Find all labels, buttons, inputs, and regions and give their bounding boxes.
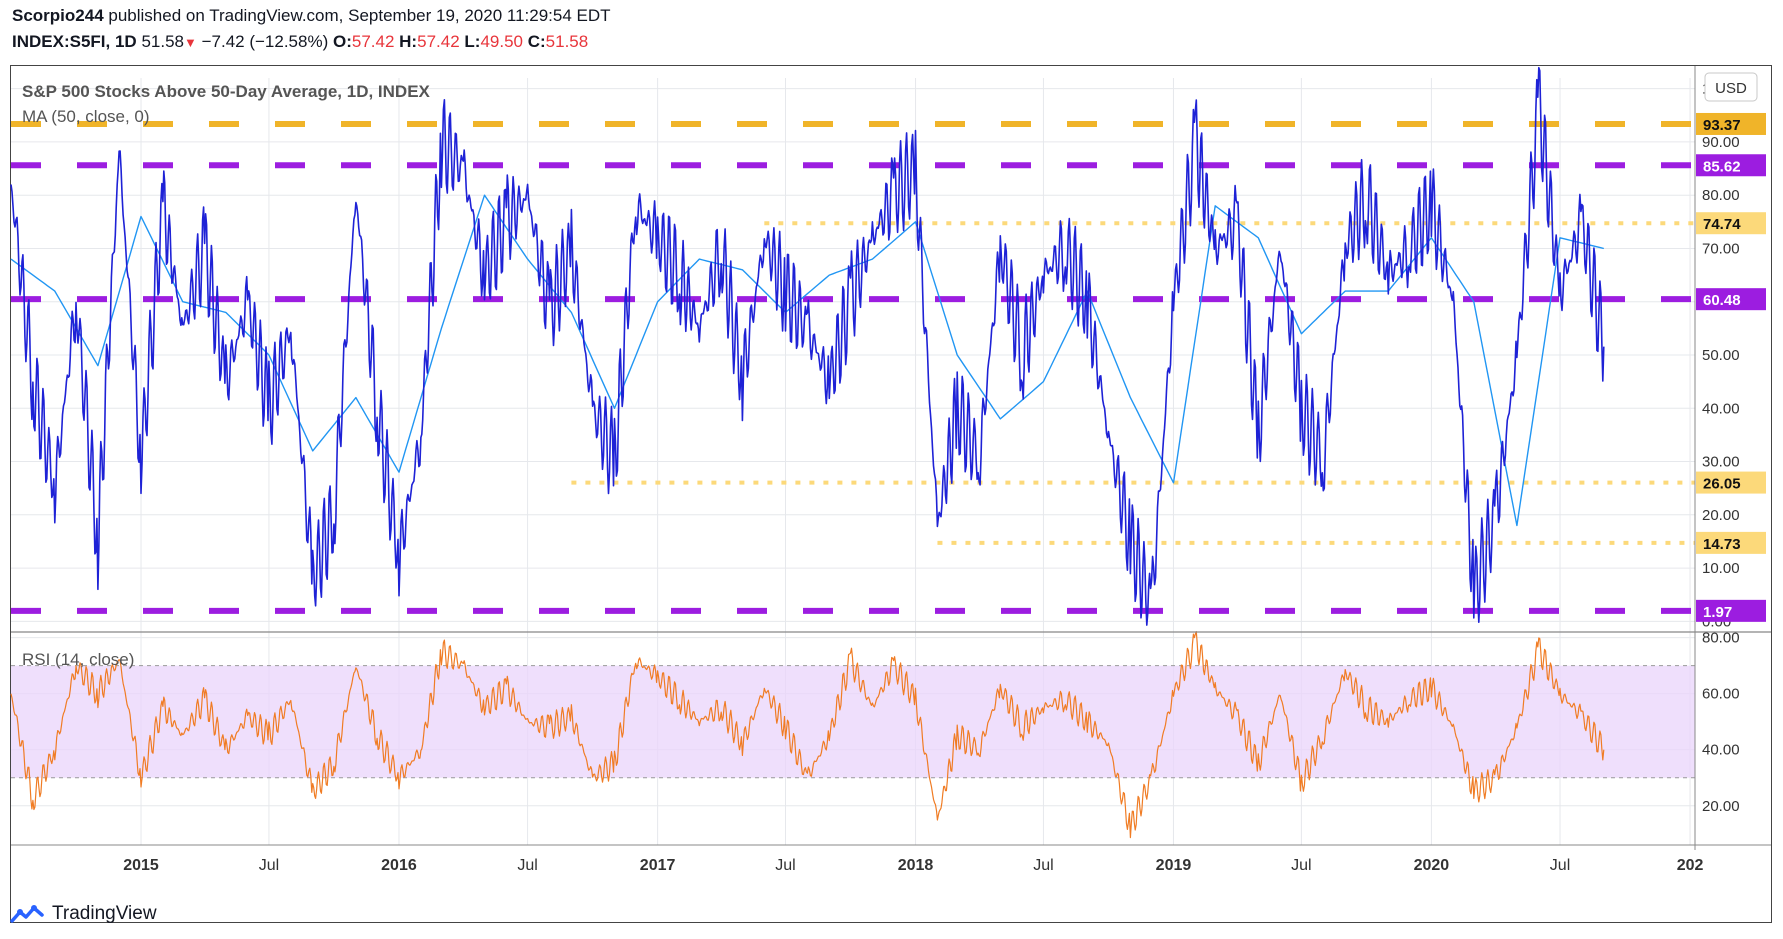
reference-tag-label: 1.97 [1703, 604, 1732, 621]
footer-brand[interactable]: TradingView [10, 903, 157, 925]
time-tick-label: 2015 [123, 857, 159, 874]
time-tick-label: Jul [1291, 857, 1311, 874]
rsi-tick-label: 80.00 [1702, 630, 1740, 647]
rsi-tick-label: 20.00 [1702, 798, 1740, 815]
high-label: H: [399, 32, 418, 51]
reference-tag-bg [1696, 471, 1766, 494]
price-tick-label: 10.00 [1702, 560, 1740, 577]
time-tick-label: Jul [259, 857, 279, 874]
price-tick-label: 70.00 [1702, 240, 1740, 257]
reference-price-tag: 14.73 [1696, 531, 1766, 554]
reference-tag-bg [1696, 288, 1766, 311]
reference-tag-label: 14.73 [1703, 536, 1741, 553]
main-pane-title: S&P 500 Stocks Above 50-Day Average, 1D,… [22, 82, 431, 101]
rsi-line [10, 631, 1605, 839]
rsi-tick-label: 40.00 [1702, 742, 1740, 759]
low-value: 49.50 [480, 32, 523, 51]
reference-tag-bg [1696, 212, 1766, 235]
rsi-legend: RSI (14, close) [22, 650, 134, 669]
reference-price-tag: 85.62 [1696, 154, 1766, 177]
published-text: published on TradingView.com, September … [108, 6, 611, 25]
ma-legend: MA (50, close, 0) [22, 107, 150, 126]
reference-tag-label: 60.48 [1703, 292, 1741, 309]
last-price: 51.58 [141, 32, 184, 51]
time-tick-label: Jul [1033, 857, 1053, 874]
open-value: 57.42 [351, 32, 395, 51]
reference-tag-label: 93.37 [1703, 117, 1741, 134]
down-triangle-icon: ▼ [183, 35, 197, 50]
reference-tag-label: 74.74 [1703, 216, 1741, 233]
reference-tag-bg [1696, 599, 1766, 622]
reference-price-tag: 1.97 [1696, 599, 1766, 622]
price-tick-label: 40.00 [1702, 400, 1740, 417]
currency-button[interactable]: USD [1704, 72, 1758, 102]
price-tick-label: 50.00 [1702, 347, 1740, 364]
reference-price-tag: 93.37 [1696, 112, 1766, 135]
time-tick-label: 202 [1677, 857, 1704, 874]
reference-tag-bg [1696, 531, 1766, 554]
time-tick-label: Jul [775, 857, 795, 874]
rsi-tick-label: 60.00 [1702, 686, 1740, 703]
close-value: 51.58 [545, 32, 589, 51]
reference-price-tag: 26.05 [1696, 471, 1766, 494]
rsi-axis[interactable]: 80.00 60.00 40.00 20.00 [1702, 630, 1740, 815]
footer-brand-label: TradingView [52, 903, 157, 924]
author-name[interactable]: Scorpio244 [12, 6, 104, 25]
time-tick-label: Jul [1550, 857, 1570, 874]
price-tick-label: 20.00 [1702, 507, 1740, 524]
reference-price-tag: 60.48 [1696, 288, 1766, 311]
reference-tag-bg [1696, 112, 1766, 135]
reference-price-tag: 74.74 [1696, 212, 1766, 235]
price-tick-label: 80.00 [1702, 187, 1740, 204]
time-axis[interactable]: 2015 Jul 2016 Jul 2017 Jul 2018 Jul 2019 Jul 2020 J… [123, 857, 1703, 874]
reference-tag-label: 85.62 [1703, 158, 1741, 175]
reference-labels: 93.37 85.62 74.74 60.48 26.05 14.73 1.97 [1696, 112, 1766, 622]
close-label: C: [527, 32, 546, 51]
publish-info: Scorpio244 published on TradingView.com,… [12, 6, 611, 26]
rsi-band [11, 665, 1695, 778]
time-tick-label: 2018 [898, 857, 934, 874]
symbol-name: INDEX:S5FI, 1D [12, 32, 137, 51]
reference-tag-label: 26.05 [1703, 476, 1741, 493]
time-tick-label: 2020 [1414, 857, 1450, 874]
currency-label: USD [1715, 80, 1747, 97]
open-label: O: [332, 32, 352, 51]
time-tick-label: 2017 [640, 857, 676, 874]
tradingview-logo-icon [10, 905, 44, 923]
time-tick-label: 2019 [1156, 857, 1192, 874]
reference-lines [11, 120, 1695, 614]
reference-tag-bg [1696, 154, 1766, 177]
time-tick-label: Jul [517, 857, 537, 874]
time-tick-label: 2016 [381, 857, 417, 874]
low-label: L: [464, 32, 481, 51]
price-tick-label: 90.00 [1702, 134, 1740, 151]
price-tick-label: 30.00 [1702, 454, 1740, 471]
series-layer [10, 66, 1605, 839]
symbol-info: INDEX:S5FI, 1D 51.58▼ −7.42 (−12.58%) O:… [12, 32, 588, 52]
change-value: −7.42 (−12.58%) [201, 32, 329, 51]
s5fi-line [10, 66, 1605, 626]
chart-frame [10, 65, 1772, 923]
high-value: 57.42 [417, 32, 460, 51]
